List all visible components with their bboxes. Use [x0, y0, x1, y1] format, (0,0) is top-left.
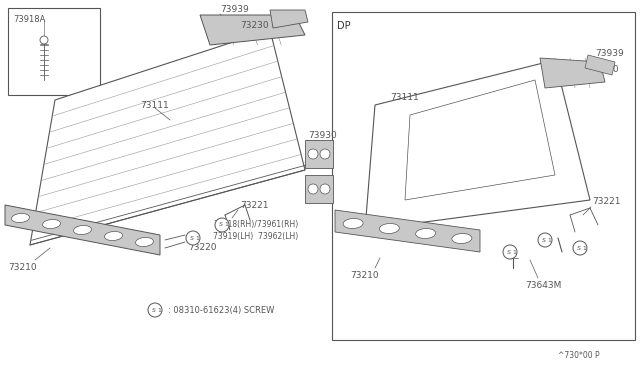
Circle shape	[40, 36, 48, 44]
Polygon shape	[335, 210, 480, 252]
Text: 73919(LH)  73962(LH): 73919(LH) 73962(LH)	[213, 232, 298, 241]
Bar	[305, 140, 333, 168]
Polygon shape	[200, 15, 305, 45]
Circle shape	[308, 184, 318, 194]
Text: : 08310-61623(4) SCREW: : 08310-61623(4) SCREW	[168, 305, 275, 314]
Circle shape	[573, 241, 587, 255]
Text: 73220: 73220	[188, 244, 216, 253]
Ellipse shape	[380, 224, 399, 234]
Text: 73221: 73221	[240, 201, 269, 209]
Text: DP: DP	[337, 21, 351, 31]
Text: S: S	[577, 246, 581, 250]
Bar	[305, 175, 333, 203]
Text: 1: 1	[157, 308, 161, 312]
Circle shape	[148, 303, 162, 317]
Text: 73939: 73939	[595, 48, 624, 58]
Text: 1: 1	[582, 246, 586, 250]
Text: 73111: 73111	[140, 100, 169, 109]
Text: S: S	[219, 222, 223, 228]
Ellipse shape	[415, 228, 436, 238]
Text: 73210: 73210	[350, 270, 379, 279]
Ellipse shape	[104, 231, 122, 241]
Circle shape	[186, 231, 200, 245]
Text: 73111: 73111	[390, 93, 419, 102]
Bar	[332, 12, 635, 340]
Ellipse shape	[452, 234, 472, 244]
Polygon shape	[405, 80, 555, 200]
Circle shape	[308, 149, 318, 159]
Text: 1: 1	[547, 237, 551, 243]
Text: 1: 1	[224, 222, 228, 228]
Text: 73221: 73221	[592, 198, 621, 206]
Polygon shape	[585, 55, 615, 75]
Polygon shape	[270, 10, 308, 28]
Polygon shape	[365, 60, 590, 230]
Text: 73939: 73939	[220, 6, 249, 15]
Ellipse shape	[12, 214, 29, 222]
Polygon shape	[30, 30, 305, 245]
Text: S: S	[542, 237, 546, 243]
Polygon shape	[540, 58, 605, 88]
Text: 73918(RH)/73961(RH): 73918(RH)/73961(RH)	[213, 221, 298, 230]
Bar	[8, 8, 100, 95]
Circle shape	[320, 184, 330, 194]
Text: 1: 1	[195, 235, 199, 241]
Polygon shape	[5, 205, 160, 255]
Text: 73230: 73230	[240, 20, 269, 29]
Text: S: S	[190, 235, 194, 241]
Text: 1: 1	[512, 250, 516, 254]
Circle shape	[538, 233, 552, 247]
Text: 73930: 73930	[308, 131, 337, 140]
Text: 73210: 73210	[8, 263, 36, 273]
Text: 73918A: 73918A	[13, 16, 45, 25]
Text: 73230: 73230	[590, 65, 619, 74]
Text: 73643M: 73643M	[525, 280, 561, 289]
Ellipse shape	[136, 237, 154, 247]
Ellipse shape	[42, 219, 60, 228]
Text: S: S	[507, 250, 511, 254]
Text: ^730*00 P: ^730*00 P	[558, 350, 600, 359]
Ellipse shape	[74, 225, 92, 235]
Ellipse shape	[343, 218, 363, 228]
Circle shape	[215, 218, 229, 232]
Text: S: S	[152, 308, 156, 312]
Circle shape	[320, 149, 330, 159]
Circle shape	[503, 245, 517, 259]
